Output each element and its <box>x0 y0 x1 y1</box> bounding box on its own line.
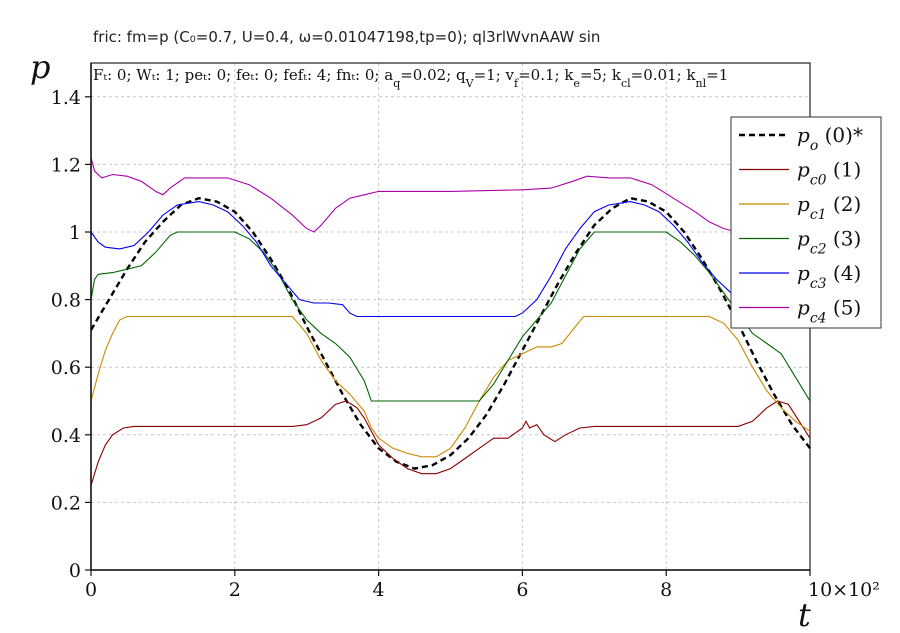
x-tick-label: 8 <box>660 579 672 601</box>
series-layer <box>89 157 811 486</box>
y-axis-label: p <box>30 48 50 86</box>
x-tick-label: 4 <box>373 579 385 601</box>
y-tick-label: 0 <box>69 560 81 582</box>
axes: 0 0.2 0.4 0.6 0.8 1 1.2 1.4 0 2 4 6 8 10×10² <box>51 63 880 601</box>
series-line-1 <box>90 400 811 486</box>
legend-label-5: pc4 (5) <box>797 296 861 327</box>
legend-label-1: pc0 (1) <box>797 158 861 189</box>
series-line-3 <box>90 231 811 402</box>
legend-label-2: pc1 (2) <box>797 192 861 223</box>
series-line-5 <box>90 157 739 233</box>
x-tick-label: 0 <box>85 579 97 601</box>
y-tick-label: 1.2 <box>51 154 81 176</box>
x-tick-label: 6 <box>516 579 528 601</box>
legend-label-0: po (0)* <box>797 123 863 154</box>
x-axis-label: t <box>798 596 811 633</box>
series-line-4 <box>90 201 810 318</box>
legend: po (0)* pc0 (1)pc1 (2) pc2 (3)pc3 (4) pc4 (… <box>730 116 882 329</box>
y-tick-label: 0.6 <box>51 357 81 379</box>
x-tick-label: 2 <box>229 579 241 601</box>
chart-title: fric: fm=p (C₀=0.7, U=0.4, ω=0.01047198,… <box>93 28 600 46</box>
y-tick-label: 1.4 <box>51 87 81 109</box>
legend-label-4: pc3 (4) <box>797 261 861 292</box>
series-line-2 <box>90 315 811 458</box>
y-tick-label: 0.4 <box>51 425 81 447</box>
x-tick-label: 10×10² <box>808 579 880 601</box>
series-line-0 <box>89 196 811 470</box>
legend-label-3: pc2 (3) <box>797 227 861 258</box>
y-tick-label: 0.2 <box>51 492 81 514</box>
params-text: Fₜ: 0; Wₜ: 1; peₜ: 0; feₜ: 0; fefₜ: 4; f… <box>93 66 728 90</box>
legend-box <box>730 116 882 329</box>
y-tick-label: 1 <box>69 222 81 244</box>
y-tick-label: 0.8 <box>51 290 81 312</box>
